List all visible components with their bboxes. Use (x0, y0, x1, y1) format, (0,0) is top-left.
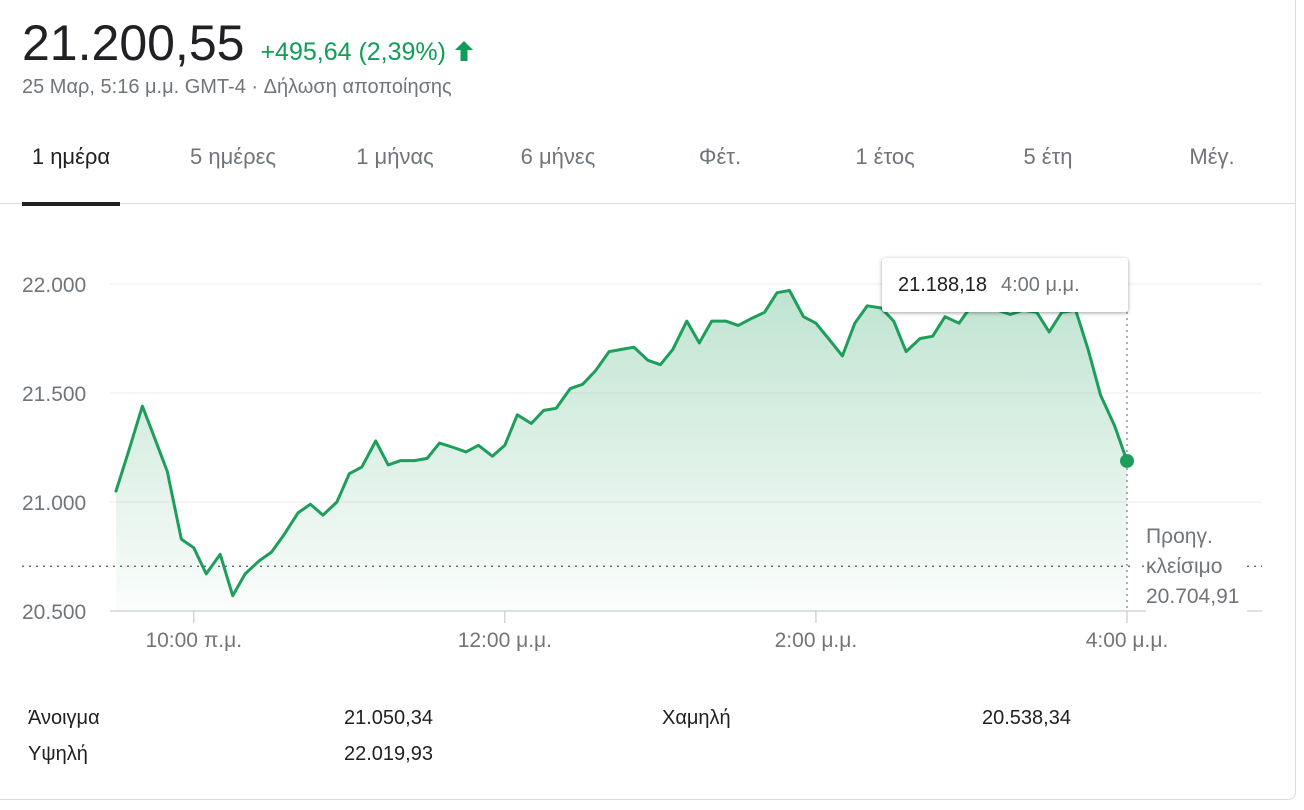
tab-1-day[interactable]: 1 ημέρα (22, 144, 120, 206)
x-tick-label: 4:00 μ.μ. (1086, 629, 1169, 652)
tab-max[interactable]: Μέγ. (1180, 144, 1244, 204)
chart-tooltip: 21.188,18 4:00 μ.μ. (882, 258, 1128, 312)
high-value: 22.019,93 (344, 743, 433, 765)
tab-5-years[interactable]: 5 έτη (1014, 144, 1082, 204)
price-line-series (114, 289, 1129, 598)
previous-close-value: 20.704,91 (1146, 585, 1240, 608)
tab-label: 1 έτος (855, 144, 915, 169)
arrow-up-icon (454, 40, 474, 67)
previous-close-line2: κλείσιμο (1146, 555, 1223, 578)
tooltip-value: 21.188,18 (898, 273, 987, 296)
quote-timestamp: 25 Μαρ, 5:16 μ.μ. GMT-4 (22, 76, 246, 98)
tab-label: 5 έτη (1023, 144, 1073, 169)
open-label: Άνοιγμα (28, 707, 100, 729)
y-tick-label: 21.500 (22, 383, 86, 406)
x-tick-label: 10:00 π.μ. (145, 629, 242, 652)
tab-5-days[interactable]: 5 ημέρες (180, 144, 286, 204)
y-tick-label: 21.000 (22, 492, 86, 515)
price-line: 21.200,55 +495,64 (2,39%) (22, 14, 474, 72)
x-tick-label: 12:00 μ.μ. (458, 629, 552, 652)
y-tick-label: 22.000 (22, 274, 86, 297)
tab-label: 1 μήνας (356, 144, 434, 169)
active-tab-indicator (22, 202, 120, 206)
price-chart[interactable]: 20.500 21.000 21.500 22.000 10:00 π.μ. 12:00 … (0, 230, 1296, 670)
price-change: +495,64 (2,39%) (260, 38, 446, 66)
previous-close-line1: Προηγ. (1146, 525, 1213, 548)
hover-point (1120, 453, 1134, 468)
tooltip-time: 4:00 μ.μ. (1000, 273, 1080, 296)
tab-label: 6 μήνες (520, 144, 596, 169)
tab-1-year[interactable]: 1 έτος (845, 144, 925, 204)
separator: · (251, 76, 259, 98)
tab-6-months[interactable]: 6 μήνες (508, 144, 608, 204)
quote-header: 21.200,55 +495,64 (2,39%) 25 Μαρ, 5:16 μ… (22, 14, 474, 99)
price-area (116, 290, 1127, 611)
disclaimer-link[interactable]: Δήλωση αποποίησης (263, 76, 452, 98)
previous-close-label: Προηγ. κλείσιμο 20.704,91 (1146, 522, 1248, 612)
quote-subline: 25 Μαρ, 5:16 μ.μ. GMT-4 · Δήλωση αποποίη… (22, 76, 474, 99)
tab-label: Μέγ. (1189, 144, 1235, 169)
tab-ytd[interactable]: Φέτ. (686, 144, 754, 204)
open-value: 21.050,34 (344, 707, 433, 729)
tab-label: 1 ημέρα (31, 144, 111, 169)
y-tick-label: 20.500 (22, 601, 86, 624)
tab-1-month[interactable]: 1 μήνας (345, 144, 445, 204)
tab-label: Φέτ. (698, 144, 742, 169)
x-tick-label: 2:00 μ.μ. (775, 629, 858, 652)
low-value: 20.538,34 (982, 707, 1071, 729)
high-label: Υψηλή (28, 743, 88, 765)
range-tabs: 1 ημέρα 5 ημέρες 1 μήνας 6 μήνες Φέτ. 1 … (0, 130, 1296, 206)
low-label: Χαμηλή (662, 707, 731, 729)
tab-label: 5 ημέρες (190, 144, 276, 169)
current-price: 21.200,55 (22, 15, 245, 71)
